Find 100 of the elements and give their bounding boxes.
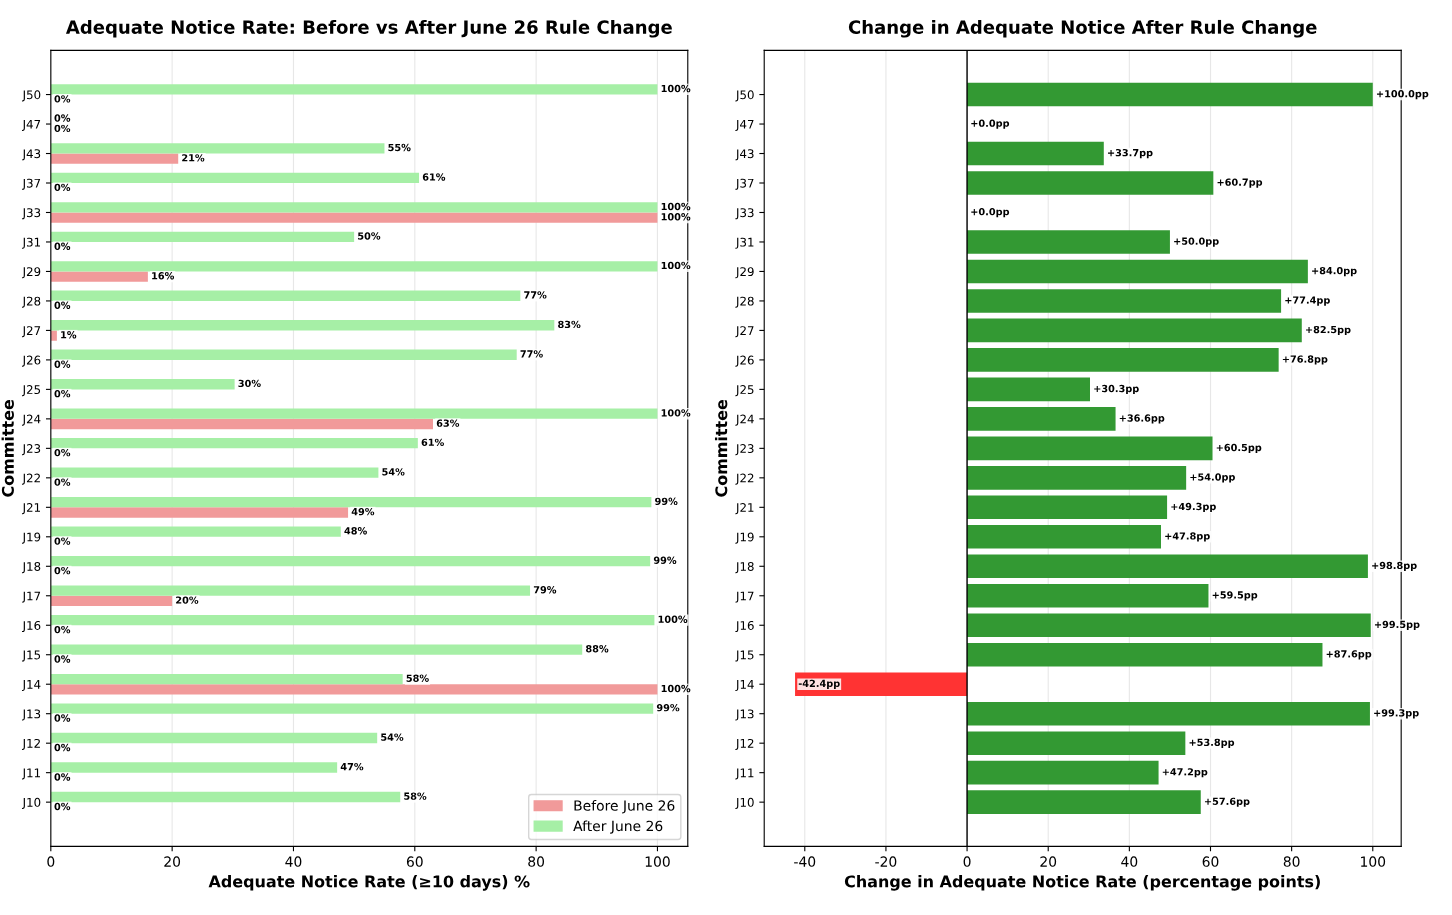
data-label: +30.3pp [1094,384,1139,395]
y-tick-label: J22 [21,473,40,485]
data-label: 100% [661,684,691,693]
data-label: 0% [54,566,71,575]
data-label: 16% [152,272,175,280]
x-axis-title: Change in Adequate Notice Rate (percentage points) [844,875,1320,891]
data-label: +100.0pp [1377,90,1429,100]
y-tick-label: J26 [735,355,754,367]
data-label: 99% [653,556,677,564]
bar [50,212,658,223]
data-label: 83% [558,320,581,329]
y-tick-label: J16 [735,620,754,633]
data-label: 54% [382,468,405,476]
data-label: 49% [351,507,375,516]
y-tick-label: J24 [21,414,41,426]
data-label: 21% [182,154,205,162]
data-label: 0% [54,537,71,545]
y-tick-label: J17 [735,591,754,603]
bar [967,230,1170,254]
bar [967,82,1373,107]
y-tick-label: J27 [735,326,754,338]
y-tick-label: J12 [735,738,754,751]
bar [50,349,517,360]
data-label: +33.7pp [1108,148,1153,159]
y-tick-label: J18 [21,562,41,574]
bar [50,507,349,518]
data-label: +49.3pp [1171,502,1216,513]
data-label: 100% [661,409,691,417]
bar [50,172,420,183]
x-tick-label: 80 [1283,856,1300,867]
data-label: 0% [54,478,71,486]
y-axis-title: Committee [714,399,728,497]
y-tick-label: J10 [21,797,41,809]
x-tick-label: 60 [406,856,423,867]
y-tick-label: J16 [21,620,41,633]
bar [967,466,1187,490]
data-label: +54.0pp [1190,473,1235,483]
bar [50,438,418,449]
x-tick-label: 20 [1040,856,1057,867]
bar [967,407,1116,431]
y-tick-label: J10 [735,797,754,809]
y-tick-label: J43 [735,149,754,161]
data-label: 63% [436,419,460,427]
data-label: +99.5pp [1374,620,1420,630]
data-label: 0% [54,95,71,103]
data-label: 77% [520,350,543,358]
data-label: 0% [54,242,71,250]
bar [967,701,1370,726]
bar [967,525,1161,549]
data-label: 30% [238,379,261,388]
data-label: 20% [176,596,199,604]
y-tick-label: J15 [21,650,41,662]
bar [50,271,148,282]
data-label: 100% [661,84,691,93]
data-label: +36.6pp [1119,414,1165,424]
bar [50,614,655,626]
y-tick-label: J47 [21,119,41,131]
y-tick-label: J28 [21,296,41,308]
data-label: 0% [54,390,71,398]
data-label: +84.0pp [1312,266,1357,277]
y-axis-title: Committee [1,399,14,497]
y-tick-label: J50 [735,90,754,102]
data-label: 0% [54,360,71,368]
data-label: +0.0pp [971,119,1010,129]
bar [50,84,658,95]
bar [50,497,652,508]
bar [50,791,401,803]
bar [50,143,385,154]
bar [967,318,1302,343]
data-label: +60.5pp [1216,443,1262,454]
data-label: 100% [661,213,691,221]
bar [50,585,531,596]
data-label: 0% [54,448,71,457]
data-label: 0% [54,114,71,122]
y-tick-label: J29 [735,267,754,279]
y-tick-label: J23 [21,444,41,456]
data-label: 61% [421,438,444,447]
bar [967,495,1168,520]
bar [50,320,555,331]
x-axis-title: Adequate Notice Rate (≥10 days) % [208,875,530,891]
data-label: 99% [655,497,678,505]
bar [50,418,433,430]
data-label: 0% [54,301,71,309]
data-label: +57.6pp [1204,797,1250,807]
bar [50,526,341,537]
data-label: 79% [533,586,557,594]
data-label: -42.4pp [798,679,840,689]
bar [50,290,521,301]
y-tick-label: J29 [21,267,41,279]
bar [50,595,173,607]
y-tick-label: J15 [735,650,754,662]
bar [967,790,1201,814]
data-label: +50.0pp [1174,237,1219,247]
data-label: 0% [54,124,71,133]
x-tick-label: 100 [1361,856,1386,867]
data-label: +82.5pp [1306,325,1351,336]
data-label: +76.8pp [1282,355,1328,365]
y-tick-label: J33 [21,208,41,220]
bar [50,762,338,773]
bar [50,703,654,714]
